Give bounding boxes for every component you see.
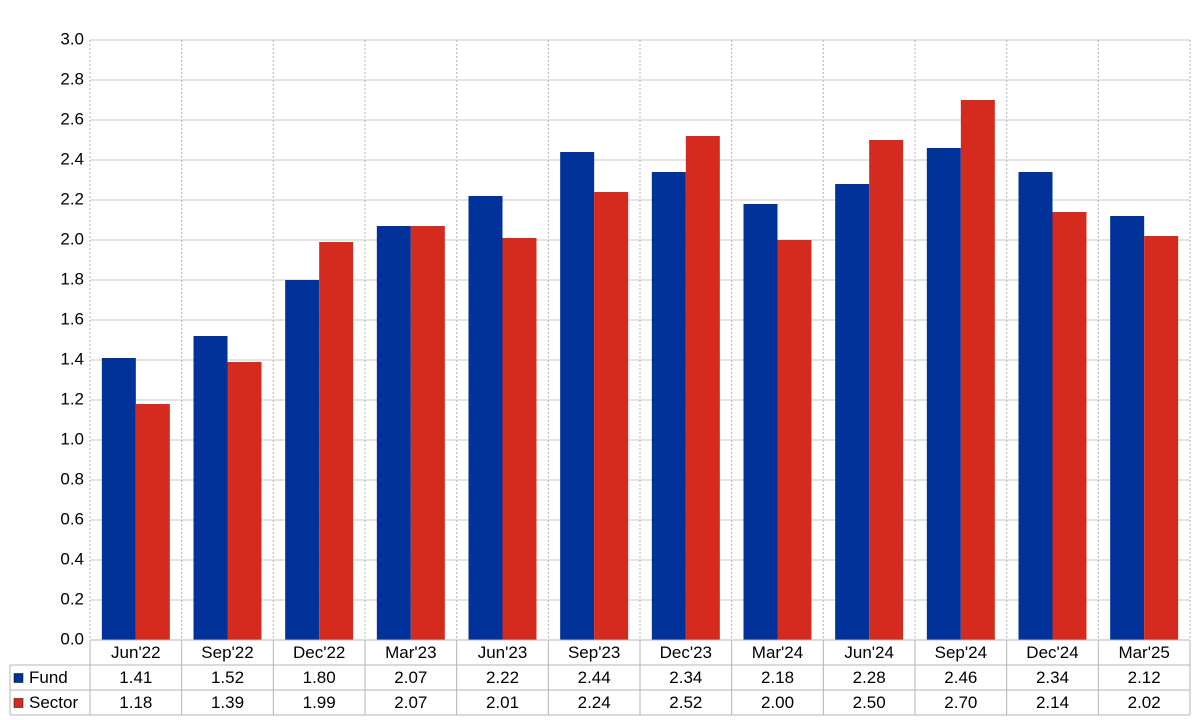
data-label: 1.39	[211, 693, 244, 712]
x-tick-label: Jun'23	[478, 643, 528, 662]
y-tick-label: 1.4	[60, 349, 84, 368]
y-tick-label: 2.4	[60, 149, 84, 168]
x-tick-label: Sep'24	[935, 643, 987, 662]
data-label: 2.07	[394, 668, 427, 687]
x-tick-label: Sep'22	[201, 643, 253, 662]
bar	[227, 362, 262, 640]
data-label: 2.02	[1128, 693, 1161, 712]
data-label: 2.28	[853, 668, 886, 687]
y-tick-label: 0.8	[60, 469, 84, 488]
y-tick-label: 2.8	[60, 69, 84, 88]
data-label: 2.70	[944, 693, 977, 712]
data-label: 2.18	[761, 668, 794, 687]
y-tick-label: 2.6	[60, 109, 84, 128]
y-tick-label: 1.0	[60, 429, 84, 448]
y-tick-label: 1.6	[60, 309, 84, 328]
x-tick-label: Dec'24	[1026, 643, 1078, 662]
y-tick-label: 0.6	[60, 509, 84, 528]
legend-label: Fund	[29, 668, 68, 687]
legend-swatch	[13, 698, 24, 708]
data-label: 2.24	[578, 693, 611, 712]
data-label: 1.80	[303, 668, 336, 687]
data-label: 2.46	[944, 668, 977, 687]
bar	[926, 148, 961, 640]
data-label: 2.50	[853, 693, 886, 712]
bar	[502, 238, 537, 640]
bar	[594, 192, 629, 640]
bar	[869, 140, 904, 640]
x-tick-label: Mar'23	[385, 643, 436, 662]
bar	[651, 172, 686, 640]
x-tick-label: Sep'23	[568, 643, 620, 662]
bar	[468, 196, 503, 640]
bar	[319, 242, 354, 640]
data-label: 1.18	[119, 693, 152, 712]
bar	[101, 358, 136, 640]
bar	[193, 336, 228, 640]
data-label: 2.14	[1036, 693, 1069, 712]
data-label: 1.41	[119, 668, 152, 687]
data-label: 2.12	[1128, 668, 1161, 687]
x-tick-label: Jun'22	[111, 643, 161, 662]
data-label: 2.22	[486, 668, 519, 687]
bar	[135, 404, 170, 640]
bar	[560, 152, 595, 640]
data-label: 1.99	[303, 693, 336, 712]
y-tick-label: 0.4	[60, 549, 84, 568]
bar	[1110, 216, 1145, 640]
legend-label: Sector	[29, 693, 78, 712]
data-label: 2.34	[669, 668, 702, 687]
bar	[835, 184, 870, 640]
y-tick-label: 1.8	[60, 269, 84, 288]
bar	[376, 226, 411, 640]
y-tick-label: 2.0	[60, 229, 84, 248]
data-label: 1.52	[211, 668, 244, 687]
y-tick-label: 0.0	[60, 629, 84, 648]
x-tick-label: Jun'24	[844, 643, 894, 662]
bar	[1052, 212, 1087, 640]
y-tick-label: 0.2	[60, 589, 84, 608]
x-tick-label: Dec'22	[293, 643, 345, 662]
bar	[1018, 172, 1053, 640]
x-tick-label: Mar'24	[752, 643, 803, 662]
bar	[685, 136, 720, 640]
y-tick-label: 2.2	[60, 189, 84, 208]
legend-swatch	[13, 673, 24, 683]
data-label: 2.01	[486, 693, 519, 712]
bar	[410, 226, 445, 640]
y-tick-label: 1.2	[60, 389, 84, 408]
data-label: 2.44	[578, 668, 611, 687]
bar	[285, 280, 320, 640]
bar	[960, 100, 995, 640]
bar	[743, 204, 778, 640]
data-label: 2.00	[761, 693, 794, 712]
y-tick-label: 3.0	[60, 29, 84, 48]
x-tick-label: Mar'25	[1118, 643, 1169, 662]
data-label: 2.07	[394, 693, 427, 712]
bar	[777, 240, 812, 640]
bar	[1144, 236, 1179, 640]
data-label: 2.52	[669, 693, 702, 712]
x-tick-label: Dec'23	[660, 643, 712, 662]
data-label: 2.34	[1036, 668, 1069, 687]
